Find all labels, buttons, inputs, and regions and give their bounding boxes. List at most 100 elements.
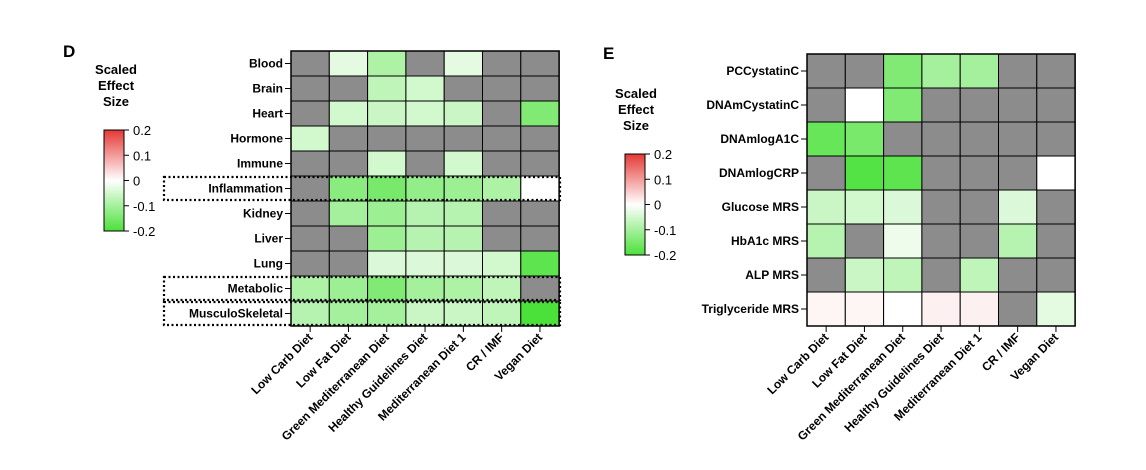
panel-e-cell-r3-c6 xyxy=(1036,155,1076,191)
panel-d-cell-r8-c1 xyxy=(328,250,369,277)
panel-d-legend: Scaled Effect Size 0.2 0.1 0 -0.1 -0.2 xyxy=(95,62,155,239)
panel-e-cell-r2-c4 xyxy=(959,121,1000,157)
panel-d-legend-title-1: Scaled xyxy=(95,62,137,77)
panel-e-cell-r7-c2 xyxy=(883,291,923,327)
panel-d-cell-r2-c1 xyxy=(328,100,369,127)
panel-e-cell-r0-c2 xyxy=(883,53,923,89)
panel-d-highlight-box xyxy=(162,300,562,327)
panel-d-cell-r3-c0 xyxy=(290,125,330,152)
panel-e-cell-r1-c5 xyxy=(998,87,1038,123)
panel-d-cell-r10-c2 xyxy=(367,300,407,327)
panel-e-cell-r7-c5 xyxy=(998,291,1038,327)
panel-d-legend-tick-label: -0.2 xyxy=(133,224,155,239)
panel-e-cell-r1-c4 xyxy=(959,87,1000,123)
panel-d-cell-r5-c1 xyxy=(328,175,369,202)
panel-d-cell-r10-c6 xyxy=(520,300,560,327)
panel-d-cell-r8-c2 xyxy=(367,250,407,277)
panel-d-cell-r1-c0 xyxy=(290,75,330,102)
panel-d-cell-r0-c0 xyxy=(290,50,330,77)
panel-d-cell-r4-c4 xyxy=(443,150,484,177)
panel-d-cell-r8-c0 xyxy=(290,250,330,277)
panel-e-cell-r7-c0 xyxy=(806,291,846,327)
panel-e-legend-tick-label: -0.2 xyxy=(654,248,676,263)
panel-e-cell-r0-c4 xyxy=(959,53,1000,89)
panel-e-cell-r3-c1 xyxy=(844,155,885,191)
panel-d-cell-r4-c1 xyxy=(328,150,369,177)
panel-d-cell-r9-c6 xyxy=(520,275,560,302)
panel-d-cell-r7-c0 xyxy=(290,225,330,252)
panel-e-cell-r5-c5 xyxy=(998,223,1038,259)
panel-e-cell-r4-c6 xyxy=(1036,189,1076,225)
panel-d-legend-colorbar xyxy=(103,129,125,232)
panel-e-cell-r2-c6 xyxy=(1036,121,1076,157)
panel-e-cell-r6-c4 xyxy=(959,257,1000,293)
panel-d-row-label: Heart xyxy=(252,107,283,121)
panel-d-row-label: Kidney xyxy=(243,207,283,221)
panel-e-cell-r4-c2 xyxy=(883,189,923,225)
panel-e-cell-r4-c1 xyxy=(844,189,885,225)
panel-e-cell-r0-c1 xyxy=(844,53,885,89)
panel-e-cell-r5-c1 xyxy=(844,223,885,259)
panel-d-cell-r7-c1 xyxy=(328,225,369,252)
panel-d-legend-title-2: Effect xyxy=(98,78,135,93)
panel-d-row-label: Inflammation xyxy=(208,182,283,196)
panel-e-cell-r5-c6 xyxy=(1036,223,1076,259)
panel-e-cell-r3-c3 xyxy=(921,155,961,191)
panel-d-cell-r3-c5 xyxy=(482,125,522,152)
panel-e-cell-r6-c1 xyxy=(844,257,885,293)
panel-e-cell-r6-c5 xyxy=(998,257,1038,293)
panel-d-cell-r2-c3 xyxy=(405,100,445,127)
panel-d: D Scaled Effect Size 0.2 0.1 0 -0.1 -0.2 Blo… xyxy=(63,42,562,443)
panel-d-cell-r0-c2 xyxy=(367,50,407,77)
panel-d-cell-r2-c4 xyxy=(443,100,484,127)
panel-d-cell-r1-c5 xyxy=(482,75,522,102)
panel-e-row-label: DNAmlogA1C xyxy=(720,132,799,146)
panel-d-cell-r4-c3 xyxy=(405,150,445,177)
panel-d-cell-r3-c1 xyxy=(328,125,369,152)
panel-d-cell-r9-c3 xyxy=(405,275,445,302)
panel-d-cell-r6-c4 xyxy=(443,200,484,227)
panel-d-cell-r8-c5 xyxy=(482,250,522,277)
panel-d-cell-r5-c4 xyxy=(443,175,484,202)
panel-e-row-label: ALP MRS xyxy=(745,268,799,282)
panel-e-row-label: Glucose MRS xyxy=(722,200,799,214)
panel-d-cell-r2-c0 xyxy=(290,100,330,127)
panel-e-cell-r0-c5 xyxy=(998,53,1038,89)
panel-d-cell-r9-c1 xyxy=(328,275,369,302)
panel-e-cell-r2-c5 xyxy=(998,121,1038,157)
panel-d-row-label: Brain xyxy=(252,82,283,96)
panel-d-cell-r6-c6 xyxy=(520,200,560,227)
panel-e-row-label: DNAmCystatinC xyxy=(706,98,799,112)
panel-d-cell-r7-c6 xyxy=(520,225,560,252)
panel-d-cell-r0-c1 xyxy=(328,50,369,77)
panel-d-cell-r0-c3 xyxy=(405,50,445,77)
panel-d-cell-r5-c2 xyxy=(367,175,407,202)
panel-e-cell-r3-c5 xyxy=(998,155,1038,191)
panel-d-cell-r5-c6 xyxy=(520,175,560,202)
panel-d-cell-r10-c3 xyxy=(405,300,445,327)
panel-e-cell-r6-c2 xyxy=(883,257,923,293)
panel-d-cell-r3-c3 xyxy=(405,125,445,152)
panel-d-cell-r8-c6 xyxy=(520,250,560,277)
panel-e: E Scaled Effect Size 0.2 0.1 0 -0.1 -0.2 PCC… xyxy=(603,44,1076,443)
panel-d-legend-tick-label: -0.1 xyxy=(133,199,155,214)
panel-d-letter: D xyxy=(63,42,75,61)
panel-e-legend-tick-label: 0 xyxy=(654,198,661,213)
panel-e-cell-r1-c2 xyxy=(883,87,923,123)
panel-d-cell-r0-c6 xyxy=(520,50,560,77)
panel-d-cell-r7-c2 xyxy=(367,225,407,252)
panel-e-legend-colorbar xyxy=(624,153,646,256)
panel-e-cell-r3-c0 xyxy=(806,155,846,191)
panel-d-cell-r3-c6 xyxy=(520,125,560,152)
panel-d-cell-r7-c5 xyxy=(482,225,522,252)
panel-e-cell-r7-c3 xyxy=(921,291,961,327)
panel-e-cell-r5-c2 xyxy=(883,223,923,259)
panel-d-cell-r8-c3 xyxy=(405,250,445,277)
panel-d-legend-title-3: Size xyxy=(103,94,129,109)
panel-d-cell-r9-c4 xyxy=(443,275,484,302)
panel-e-cell-r2-c0 xyxy=(806,121,846,157)
panel-e-cell-r3-c4 xyxy=(959,155,1000,191)
panel-e-cell-r0-c6 xyxy=(1036,53,1076,89)
panel-e-row-label: DNAmlogCRP xyxy=(719,166,799,180)
panel-d-heatmap: Blood Brain Heart Hormone Immune Inflammation… xyxy=(162,50,562,443)
